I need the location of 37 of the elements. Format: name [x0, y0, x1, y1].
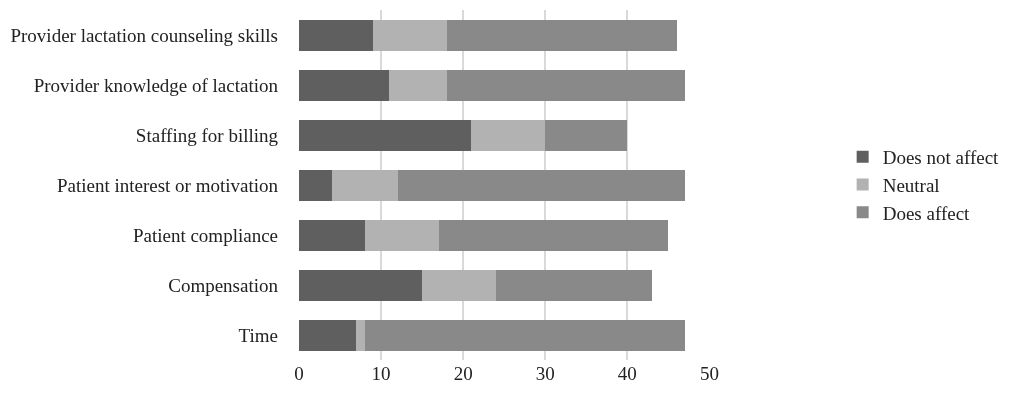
y-tick-label: Patient interest or motivation [56, 174, 279, 196]
bar [372, 19, 447, 51]
bar [545, 119, 628, 151]
bar [438, 219, 669, 251]
bar [299, 19, 373, 51]
y-tick-label: Time [238, 324, 278, 346]
x-tick-label: 0 [294, 363, 304, 384]
bar [331, 169, 398, 201]
bar [299, 219, 365, 251]
bar [446, 69, 685, 101]
bar [299, 69, 390, 101]
bar [299, 119, 472, 151]
bar [471, 119, 546, 151]
y-tick-label: Provider knowledge of lactation [33, 74, 279, 96]
bar [496, 269, 652, 301]
x-tick-label: 50 [699, 363, 719, 384]
bar [299, 169, 332, 201]
bar [446, 19, 677, 51]
legend-label: Does affect [882, 202, 971, 224]
y-tick-label: Provider lactation counseling skills [10, 24, 278, 46]
bar [364, 219, 439, 251]
y-tick-label: Patient compliance [132, 224, 278, 246]
y-tick-label: Staffing for billing [135, 124, 279, 146]
x-tick-label: 20 [453, 363, 473, 384]
bar [397, 169, 685, 201]
x-tick-label: 10 [371, 363, 391, 384]
bar [356, 319, 365, 351]
bar [299, 269, 423, 301]
bar [299, 319, 357, 351]
bar [422, 269, 496, 301]
legend-label: Neutral [882, 174, 940, 196]
x-tick-label: 40 [617, 363, 637, 384]
y-tick-label: Compensation [168, 274, 279, 296]
bar [389, 69, 447, 101]
x-tick-label: 30 [535, 363, 555, 384]
bar [364, 319, 685, 351]
legend-label: Does not affect [882, 147, 1000, 169]
